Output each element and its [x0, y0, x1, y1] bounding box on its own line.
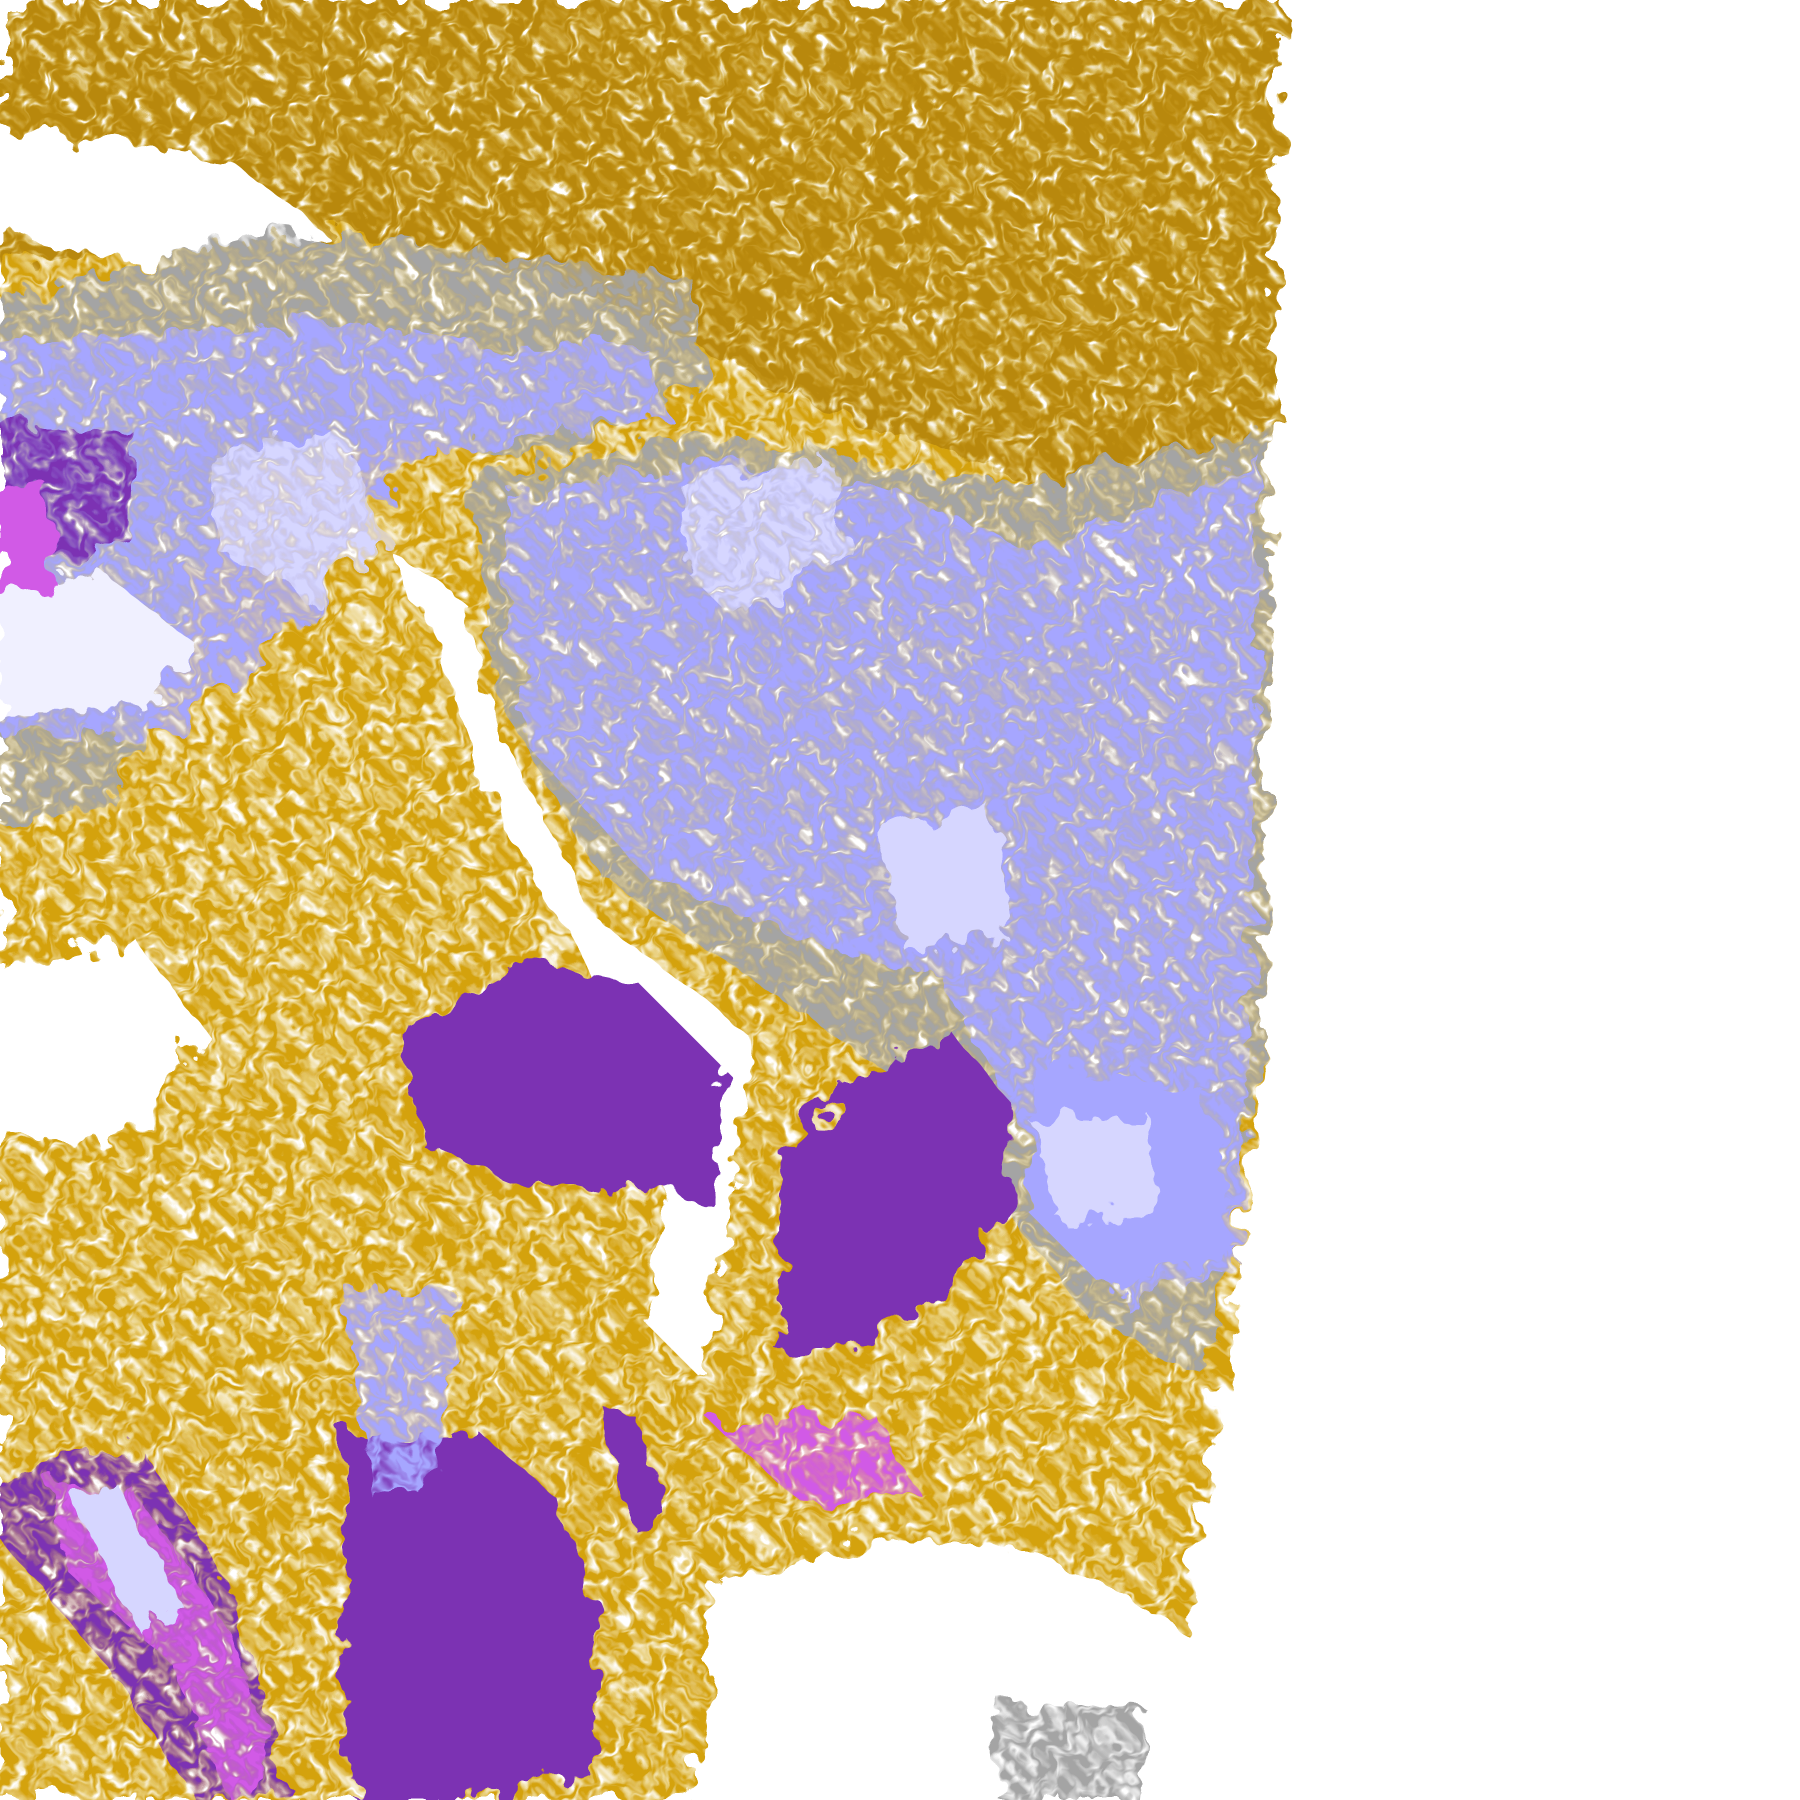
- region-clear: [0, 941, 207, 1148]
- region-purple: [344, 1434, 597, 1800]
- region-lavender: [344, 1285, 460, 1504]
- region-lavender-light: [872, 803, 1011, 953]
- region-lavender-light: [677, 459, 850, 620]
- region-lavender-light: [1033, 1113, 1160, 1217]
- region-gray: [998, 1698, 1148, 1800]
- region-lavender-light: [68, 1480, 184, 1631]
- region-clear: [0, 126, 322, 265]
- region-clear: [390, 551, 747, 1378]
- region-purple: [780, 1033, 1011, 1355]
- region-gold-dark: [0, 0, 1280, 483]
- region-purple: [596, 1400, 666, 1527]
- region-magenta: [711, 1411, 919, 1504]
- region-pale: [0, 573, 196, 712]
- region-lavender-light: [206, 436, 391, 597]
- region-magenta: [0, 482, 58, 597]
- region-purple: [401, 964, 724, 1206]
